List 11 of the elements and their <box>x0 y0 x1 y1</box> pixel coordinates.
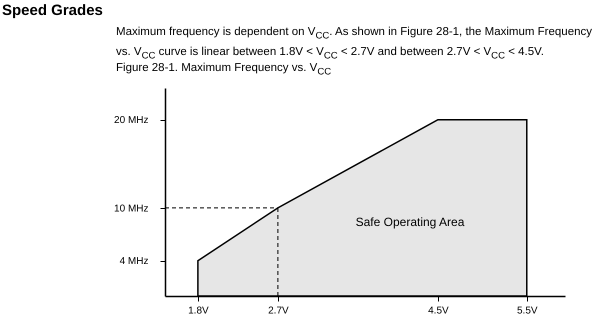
chart-title: Figure 28-1. Maximum Frequency vs. V$_{CC}$ <box>116 62 332 78</box>
text: Speed Grades <box>2 2 103 19</box>
y-tick-label: 4 MHz <box>120 256 148 268</box>
x-tick-label: 4.5V <box>428 306 449 316</box>
x-tick-label: 2.7V <box>268 306 289 316</box>
y-tick-label: 20 MHz <box>114 115 148 126</box>
x-tick-label: 1.8V <box>188 306 209 316</box>
annotation: Safe Operating Area <box>356 215 465 229</box>
x-tick-label: 5.5V <box>516 306 538 316</box>
text: Maximum frequency is dependent on V$_{CC}$. As shown in Figure 28-1, the Maximum Frequency vs. V$_{CC}$ curve is linear between 1.8V < V$_{CC}$ < 2.7V and between 2.7V < V$_{CC}$ < 4.5V. <box>116 26 592 62</box>
y-tick-label: 10 MHz <box>114 203 148 214</box>
